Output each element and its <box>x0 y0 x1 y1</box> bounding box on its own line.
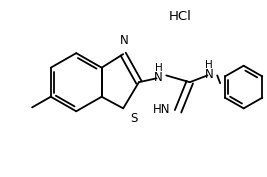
Text: H: H <box>206 60 213 70</box>
Text: N: N <box>120 34 128 47</box>
Text: H: H <box>155 62 162 73</box>
Text: HCl: HCl <box>169 10 192 23</box>
Text: N: N <box>205 68 214 81</box>
Text: N: N <box>154 71 163 84</box>
Text: S: S <box>130 112 138 125</box>
Text: HN: HN <box>153 103 170 116</box>
